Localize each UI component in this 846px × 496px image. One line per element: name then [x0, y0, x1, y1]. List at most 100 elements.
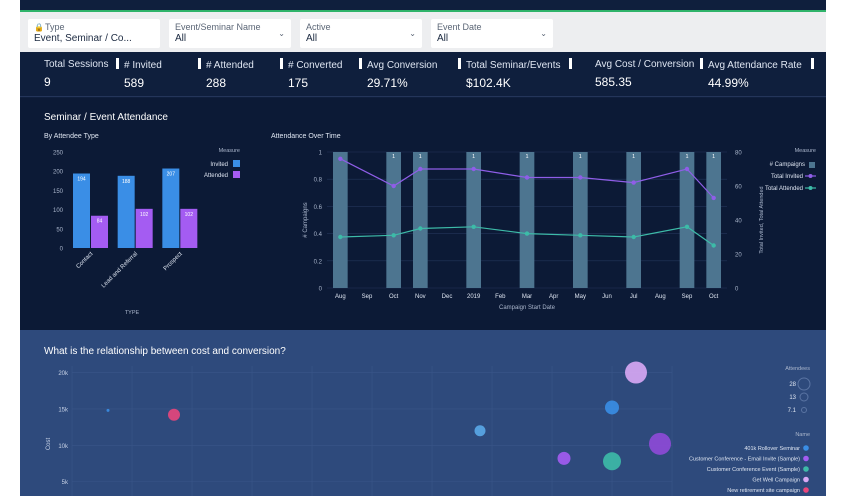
filter-event-date[interactable]: Event Date All ⌄: [431, 19, 553, 48]
legend-point: [808, 186, 813, 190]
scatter-bubble: [106, 408, 110, 412]
kpi-invited: # Invited 589: [116, 58, 162, 91]
filter-event-name-value: All: [175, 33, 187, 44]
line-point: [524, 231, 530, 236]
x-tick-label: May: [575, 294, 586, 300]
left-tick-label: 0.6: [314, 205, 323, 211]
kpi-divider: [280, 58, 283, 69]
filter-type-label: 🔒Type: [34, 22, 65, 32]
campaign-bar-label: 1: [525, 154, 528, 160]
y-tick-label: 5k: [62, 480, 69, 486]
line-point: [711, 243, 716, 248]
legend-label: Invited: [210, 162, 228, 168]
line-point: [391, 233, 396, 238]
legend-title: Measure: [795, 148, 816, 154]
campaign-bar-label: 1: [579, 154, 582, 160]
size-legend-label: 13: [789, 395, 796, 401]
x-axis-label: Campaign Start Date: [499, 305, 556, 311]
x-tick-label: Mar: [522, 294, 532, 300]
kpi-divider: [810, 58, 814, 69]
campaign-bar: [706, 152, 721, 288]
kpi-avg-conversion: Avg Conversion 29.71%: [359, 58, 437, 91]
y-tick-label: 100: [53, 208, 64, 214]
filter-active[interactable]: Active All ⌄: [300, 19, 422, 48]
line-point: [631, 180, 636, 185]
line-point: [684, 224, 690, 229]
x-tick-label: Prospect: [163, 251, 184, 272]
kpi-value: 585.35: [595, 75, 632, 89]
x-tick-label: Jul: [630, 294, 638, 300]
y-tick-label: 15k: [58, 407, 69, 413]
attendance-over-time-chart[interactable]: 0 0.2 0.4 0.6 0.8 1 0 20 40 60 80 1 1 1 1 1 1 1 1 Aug Sep Oct…: [260, 142, 826, 328]
campaign-bar: [626, 152, 641, 288]
left-tick-label: 0.4: [314, 232, 323, 238]
campaign-bar: [519, 152, 535, 288]
campaign-bar: [386, 152, 401, 288]
legend-swatch: [809, 162, 815, 168]
kpi-bar: Total Sessions 9 # Invited 589 # Attende…: [20, 52, 826, 97]
color-legend-dot: [803, 455, 809, 462]
x-tick-label: Feb: [495, 294, 506, 300]
line-point: [578, 233, 583, 238]
bar-attended: [180, 208, 198, 248]
kpi-value: $102.4K: [466, 76, 511, 90]
kpi-value: 44.99%: [708, 76, 749, 90]
section-title: What is the relationship between cost an…: [44, 346, 286, 357]
line-point: [418, 226, 423, 231]
bar-attended: [91, 215, 108, 248]
campaign-bar: [573, 152, 588, 288]
filter-event-name[interactable]: Event/Seminar Name All ⌄: [169, 19, 291, 48]
kpi-label: # Converted: [280, 58, 342, 72]
color-legend-label: Customer Conference Event (Sample): [707, 467, 800, 473]
x-tick-label: Apr: [549, 294, 558, 300]
left-tick-label: 0.2: [314, 259, 323, 265]
legend-title: Measure: [219, 148, 240, 154]
filter-type[interactable]: 🔒Type Event, Seminar / Co...: [28, 19, 160, 48]
size-legend-title: Attendees: [785, 366, 810, 372]
y-tick-label: 200: [53, 170, 64, 176]
legend-swatch: [233, 160, 240, 167]
campaign-bar-label: 1: [632, 154, 635, 160]
kpi-divider: [569, 58, 573, 69]
legend-label: Total Attended: [765, 186, 803, 192]
kpi-value: 175: [288, 76, 309, 90]
bar-invited: [162, 168, 180, 248]
line-point: [471, 224, 476, 229]
y-tick-label: 50: [56, 227, 63, 233]
scatter-bubble: [605, 400, 619, 415]
filter-active-value: All: [306, 33, 318, 44]
line-point: [418, 166, 423, 172]
bar-value-label: 102: [185, 212, 194, 218]
chart-title-by-attendee-type: By Attendee Type: [44, 133, 99, 140]
campaign-bar: [466, 152, 481, 288]
cost-conversion-scatter-chart[interactable]: 5k 10k 15k 20k Cost Attendees 28 13 7.1 Name 401k …: [20, 358, 826, 496]
section-title: Seminar / Event Attendance: [44, 112, 168, 123]
left-axis-label: # Campaigns: [303, 202, 309, 237]
attendee-type-bar-chart[interactable]: 0 50 100 150 200 250 194 84 Contact 188 102 Lead an…: [20, 142, 260, 328]
y-tick-label: 250: [53, 151, 64, 157]
dashboard: 🔒Type Event, Seminar / Co... Event/Semin…: [20, 0, 826, 496]
right-tick-label: 60: [735, 185, 742, 191]
x-tick-label: Nov: [415, 294, 426, 300]
bar-attended: [135, 208, 153, 248]
size-legend-circle: [799, 392, 809, 402]
kpi-label: Total Sessions: [44, 59, 109, 70]
size-legend-circle: [797, 377, 811, 391]
bar-value-label: 207: [167, 172, 176, 178]
kpi-value: 288: [206, 76, 227, 90]
right-axis-label: Total Invited, Total Attended: [759, 186, 765, 253]
color-legend-dot: [803, 466, 809, 472]
kpi-label: Avg Cost / Conversion: [595, 59, 695, 70]
x-tick-label: Aug: [335, 294, 346, 300]
x-tick-label: Aug: [655, 294, 666, 300]
kpi-total-sessions: Total Sessions 9: [44, 58, 108, 90]
chevron-down-icon: ⌄: [540, 29, 547, 38]
line-point: [684, 166, 690, 172]
left-tick-label: 0: [319, 287, 323, 293]
y-tick-label: 0: [60, 247, 64, 253]
color-legend-label: Customer Conference - Email Invite (Samp…: [689, 457, 800, 463]
color-legend-dot: [803, 476, 809, 483]
kpi-label: Avg Attendance Rate: [700, 58, 819, 72]
kpi-avg-attendance-rate: Avg Attendance Rate 44.99%: [700, 58, 819, 91]
legend-label: Attended: [204, 173, 228, 179]
